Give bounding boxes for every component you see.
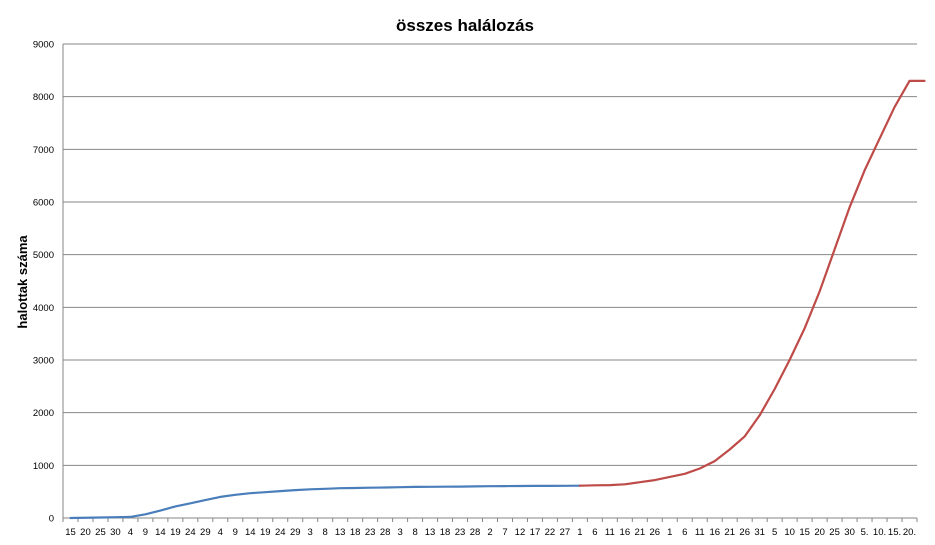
x-tick-labels: 15 20 25 30 4 9 14 19 24 29 4 9 14 19 24 29 3 8 13 18 23 28 3 8… [65,527,916,538]
x-tick-label: 24 [275,527,286,538]
x-tick-label: 15 [799,527,810,538]
x-tick-label: 28 [470,527,481,538]
x-tick-label: 11 [695,527,705,538]
x-tick-label: 3 [308,527,313,538]
x-tick-label: 9 [233,527,238,538]
x-tick-label: 20 [80,527,91,538]
x-tick-label: 8 [412,527,417,538]
x-tick-label: 14 [245,527,256,538]
x-tick-label: 18 [440,527,451,538]
grid-layer [62,43,918,522]
x-tick-label: 10 [784,527,795,538]
x-tick-label: 21 [724,527,735,538]
x-tick-label: 19 [260,527,271,538]
x-tick-label: 4 [128,527,133,538]
x-tick-label: 26 [650,527,661,538]
chart-title: összes halálozás [396,16,534,35]
x-tick-label: 16 [709,527,720,538]
x-tick-label: 24 [185,527,196,538]
x-tick-label: 14 [155,527,166,538]
x-tick-label: 22 [545,527,556,538]
x-tick-label: 12 [515,527,526,538]
x-tick-label: 19 [170,527,181,538]
x-tick-label: 17 [530,527,541,538]
x-tick-label: 21 [635,527,646,538]
x-tick-label: 5. [861,527,869,538]
x-tick-label: 16 [620,527,631,538]
y-tick-label: 2000 [33,408,54,419]
x-tick-label: 9 [143,527,148,538]
series-line-1 [69,484,582,520]
y-tick-label: 0 [49,514,54,525]
x-tick-label: 15. [888,527,901,538]
x-tick-label: 23 [365,527,376,538]
x-tick-label: 13 [425,527,436,538]
x-tick-label: 6 [592,527,597,538]
x-tick-label: 3 [397,527,402,538]
x-tick-label: 31 [754,527,765,538]
x-tick-label: 18 [350,527,361,538]
series-layer [69,79,926,520]
x-tick-label: 1 [577,527,582,538]
x-tick-label: 7 [502,527,507,538]
y-tick-labels: 0 1000 2000 3000 4000 5000 6000 7000 8000 9000 [33,40,54,525]
x-tick-label: 29 [290,527,301,538]
x-tick-label: 15 [65,527,76,538]
y-tick-label: 4000 [33,303,54,314]
x-tick-label: 13 [335,527,346,538]
x-tick-label: 23 [455,527,466,538]
y-tick-label: 1000 [33,461,54,472]
y-tick-label: 7000 [33,145,54,156]
x-tick-label: 29 [200,527,211,538]
x-tick-label: 20 [814,527,825,538]
x-tick-label: 28 [380,527,391,538]
x-tick-label: 30 [110,527,121,538]
x-tick-label: 8 [323,527,328,538]
series-line-2 [578,79,926,487]
y-tick-label: 6000 [33,198,54,209]
x-tick-label: 2 [487,527,492,538]
x-tick-label: 30 [844,527,855,538]
x-tick-label: 26 [739,527,750,538]
x-tick-label: 4 [218,527,223,538]
x-tick-label: 25 [95,527,106,538]
x-tick-label: 1 [667,527,672,538]
x-tick-label: 5 [772,527,777,538]
x-tick-label: 10. [873,527,886,538]
y-tick-label: 5000 [33,250,54,261]
x-tick-label: 25 [829,527,840,538]
y-tick-label: 3000 [33,356,54,367]
x-tick-label: 11 [605,527,615,538]
x-tick-label: 20. [903,527,916,538]
x-tick-label: 27 [560,527,571,538]
y-tick-label: 9000 [33,40,54,51]
x-tick-label: 6 [682,527,687,538]
y-tick-label: 8000 [33,92,54,103]
y-axis-label: halottak száma [15,235,30,329]
